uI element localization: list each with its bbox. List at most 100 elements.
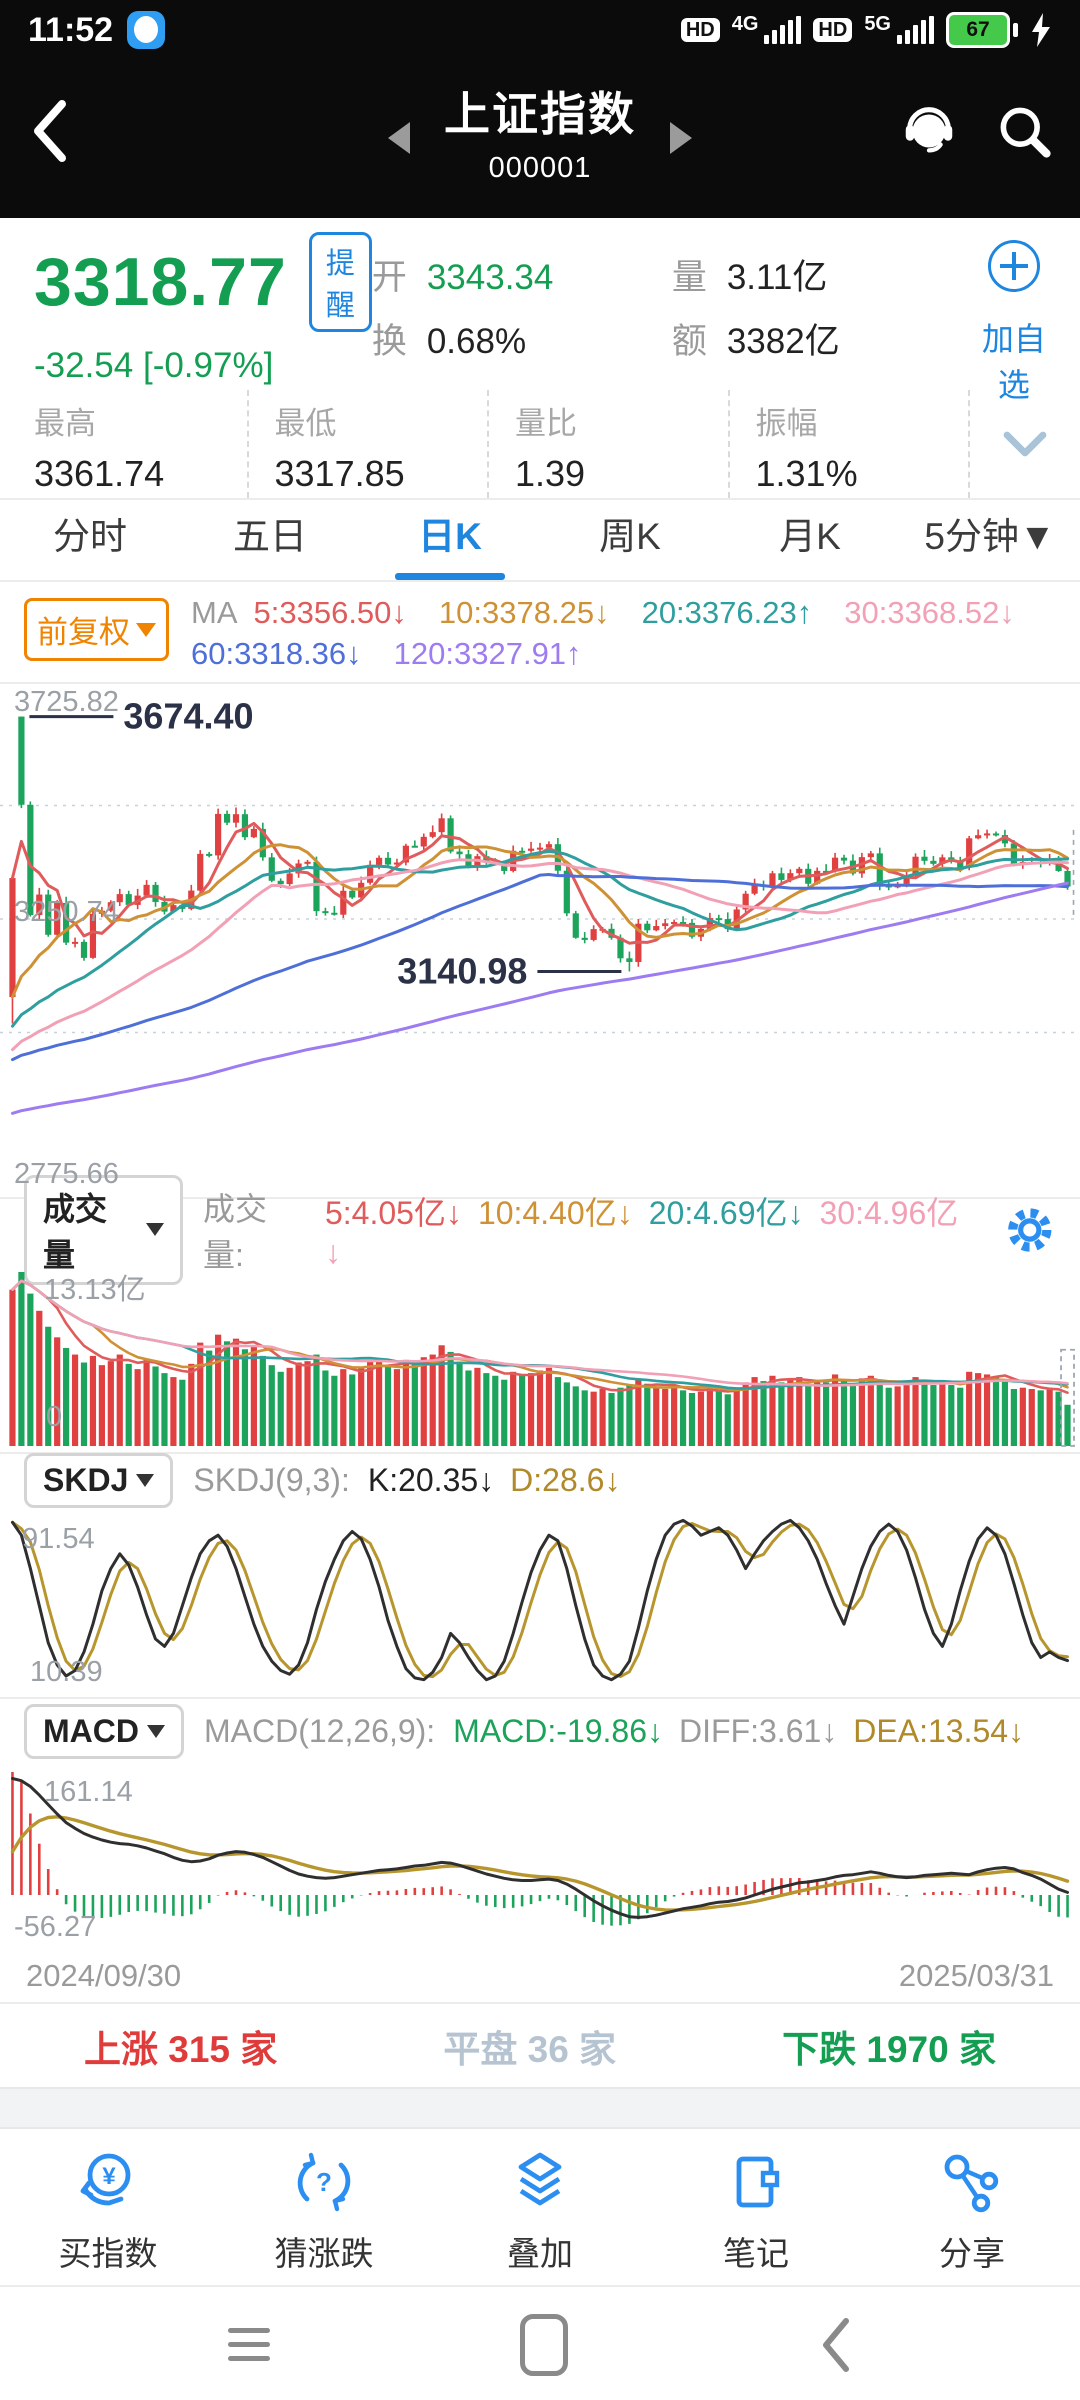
next-stock-icon[interactable] xyxy=(670,122,692,154)
stat-amplitude: 振幅 1.31% xyxy=(730,390,970,498)
notes-button[interactable]: 笔记 xyxy=(648,2147,864,2275)
date-range-row: 2024/09/30 2025/03/31 xyxy=(0,1950,1080,2004)
expand-stats-button[interactable] xyxy=(970,390,1080,498)
section-divider xyxy=(0,2087,1080,2129)
skdj-value: D:28.6↓ xyxy=(510,1462,621,1498)
back-nav-icon[interactable] xyxy=(818,2317,852,2373)
advancers-count: 上涨 315 家 xyxy=(84,2028,278,2070)
add-watchlist-button[interactable]: 加自选 xyxy=(972,232,1056,403)
skdj-header: SKDJ SKDJ(9,3): K:20.35↓ D:28.6↓ xyxy=(0,1452,1080,1508)
volume-header: 成交量 成交量: 5:4.05亿↓ 10:4.40亿↓ 20:4.69亿↓ 30:4.9… xyxy=(0,1174,1080,1285)
tab-monthly-k[interactable]: 月K xyxy=(779,516,841,557)
search-icon[interactable] xyxy=(994,101,1054,161)
home-icon[interactable] xyxy=(520,2313,568,2376)
volume-ma-value: 10:4.40亿↓ xyxy=(477,1195,633,1231)
svg-text:?: ? xyxy=(316,2167,332,2197)
ma-value: 60:3318.36↓ xyxy=(191,636,362,671)
skdj-chart[interactable]: 91.54 10.39 xyxy=(0,1507,1080,1697)
tab-weekly-k[interactable]: 周K xyxy=(599,516,661,557)
quote-field-open: 开 3343.34 xyxy=(371,257,554,297)
skdj-indicator-button[interactable]: SKDJ xyxy=(24,1453,174,1508)
skdj-value: K:20.35↓ xyxy=(367,1462,495,1498)
share-icon xyxy=(944,2154,999,2213)
plus-circle-icon xyxy=(987,240,1040,292)
buy-index-button[interactable]: ¥ 买指数 xyxy=(0,2147,216,2275)
system-navbar xyxy=(0,2287,1080,2400)
quote-field-amount: 额 3382亿 xyxy=(671,321,840,361)
macd-value: MACD:-19.86↓ xyxy=(453,1713,664,1749)
hd-badge-icon: HD xyxy=(813,18,853,42)
tab-five-minute[interactable]: 5分钟▼ xyxy=(924,516,1056,557)
ma-indicator-bar: 前复权 MA 5:3356.50↓ 10:3378.25↓ 20:3376.23↑ 30… xyxy=(0,582,1080,684)
stat-low: 最低 3317.85 xyxy=(249,390,489,498)
share-button[interactable]: 分享 xyxy=(864,2147,1080,2275)
ma-value: 5:3356.50↓ xyxy=(253,595,407,630)
signal-4g-icon: 4G xyxy=(732,13,802,44)
chart-period-tabs: 分时 五日 日K 周K 月K 5分钟▼ xyxy=(0,500,1080,582)
volume-ma-value: 30:4.96亿↓ xyxy=(324,1195,959,1270)
dropdown-triangle-icon xyxy=(146,1725,165,1738)
recent-apps-icon[interactable] xyxy=(228,2328,270,2361)
volume-chart[interactable]: 13.13亿 0 xyxy=(0,1260,1080,1452)
unchanged-count: 平盘 36 家 xyxy=(443,2028,617,2070)
signal-5g-icon: 5G xyxy=(864,13,934,44)
ma-prefix: MA xyxy=(191,595,238,630)
stat-high: 最高 3361.74 xyxy=(34,390,249,498)
overlay-layers-icon xyxy=(518,2152,562,2206)
ma-value: 30:3368.52↓ xyxy=(844,595,1015,630)
messenger-notification-icon xyxy=(127,11,166,49)
quote-field-volume: 量 3.11亿 xyxy=(671,257,828,297)
overlay-button[interactable]: 叠加 xyxy=(432,2147,648,2275)
main-kline-chart[interactable]: 3725.82 3250.74 2775.66 3674.40 3140.98 xyxy=(0,684,1080,1197)
adjust-mode-button[interactable]: 前复权 xyxy=(24,598,169,661)
svg-text:¥: ¥ xyxy=(102,2163,116,2190)
low-annotation: 3140.98 xyxy=(397,950,527,991)
market-breadth-row: 上涨 315 家 平盘 36 家 下跌 1970 家 xyxy=(0,2004,1080,2087)
macd-indicator-button[interactable]: MACD xyxy=(24,1704,184,1759)
bottom-toolbar: ¥ 买指数 ? 猜涨跌 xyxy=(0,2129,1080,2287)
dropdown-triangle-icon xyxy=(145,1223,164,1236)
chevron-down-icon xyxy=(1003,431,1047,457)
quote-field-turnover-rate: 换 0.68% xyxy=(371,321,527,361)
high-annotation: 3674.40 xyxy=(123,696,253,737)
stats-row: 最高 3361.74 最低 3317.85 量比 1.39 振幅 1.31% xyxy=(0,390,1080,500)
dropdown-triangle-icon xyxy=(136,622,156,637)
macd-header: MACD MACD(12,26,9): MACD:-19.86↓ DIFF:3.61… xyxy=(0,1697,1080,1764)
alert-button[interactable]: 提醒 xyxy=(308,232,372,332)
tab-minute[interactable]: 分时 xyxy=(53,516,127,557)
stat-volume-ratio: 量比 1.39 xyxy=(489,390,730,498)
status-bar: 11:52 HD 4G HD 5G 67 xyxy=(0,0,1080,60)
quote-panel: 3318.77 提醒 -32.54 [-0.97%] 开 3343.34 量 3.1… xyxy=(0,218,1080,403)
guess-updown-icon: ? xyxy=(297,2152,351,2212)
decliners-count: 下跌 1970 家 xyxy=(782,2028,996,2070)
guess-updown-button[interactable]: ? 猜涨跌 xyxy=(216,2147,432,2275)
status-time: 11:52 xyxy=(28,10,114,49)
ma-value: 20:3376.23↑ xyxy=(641,595,813,630)
page-title: 上证指数 xyxy=(444,88,636,140)
back-icon[interactable] xyxy=(30,98,70,164)
charging-bolt-icon xyxy=(1032,13,1050,47)
battery-icon: 67 xyxy=(946,12,1018,48)
current-price: 3318.77 xyxy=(34,244,287,320)
dropdown-triangle-icon xyxy=(136,1474,155,1487)
settings-gear-icon[interactable] xyxy=(1004,1204,1056,1256)
volume-indicator-button[interactable]: 成交量 xyxy=(24,1174,183,1285)
macd-value: DEA:13.54↓ xyxy=(853,1713,1025,1749)
stock-code: 000001 xyxy=(488,152,592,184)
tab-five-day[interactable]: 五日 xyxy=(233,516,307,557)
buy-index-icon: ¥ xyxy=(80,2153,131,2206)
skdj-label: SKDJ(9,3): xyxy=(193,1462,350,1498)
price-change: -32.54 [-0.97%] xyxy=(34,346,274,385)
customer-service-icon[interactable] xyxy=(898,100,960,162)
volume-label: 成交量: xyxy=(202,1190,267,1273)
macd-chart[interactable]: 161.14 -56.27 xyxy=(0,1764,1080,1950)
title-bar: 上证指数 000001 xyxy=(0,60,1080,218)
prev-stock-icon[interactable] xyxy=(388,122,410,154)
date-end: 2025/03/31 xyxy=(898,1958,1054,1993)
ma-value: 120:3327.91↑ xyxy=(393,636,582,671)
hd-badge-icon: HD xyxy=(680,18,720,42)
ma-value: 10:3378.25↓ xyxy=(438,595,610,630)
tab-daily-k[interactable]: 日K xyxy=(360,500,540,580)
macd-value: DIFF:3.61↓ xyxy=(679,1713,838,1749)
